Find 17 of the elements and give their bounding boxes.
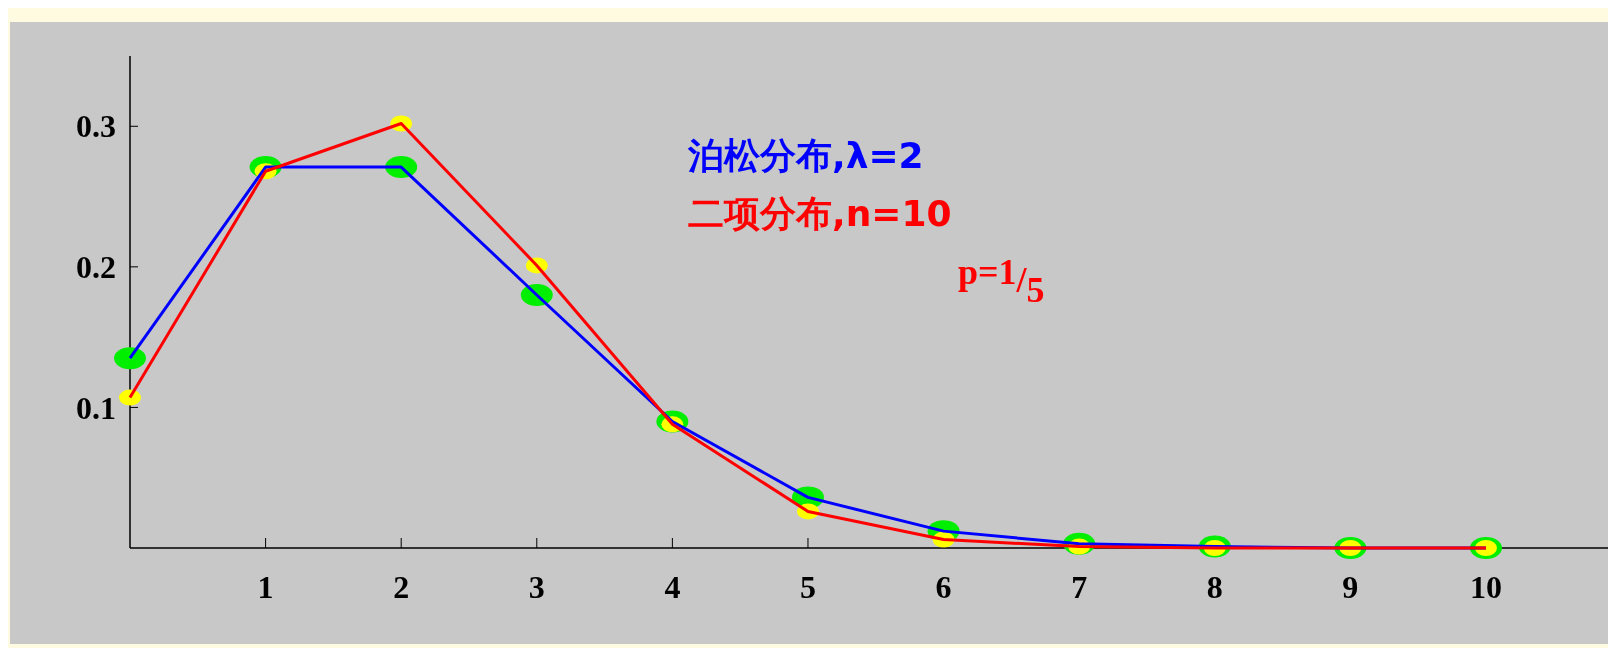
y-tick-label: 0.2 <box>76 249 116 286</box>
x-tick-label: 1 <box>257 569 274 605</box>
point <box>114 347 146 370</box>
x-tick-label: 4 <box>664 569 681 605</box>
y-tick-label: 0.1 <box>76 389 116 426</box>
text: 二项分布,n=10 <box>688 193 952 234</box>
x-tick-label: 5 <box>799 569 816 605</box>
annotation: p=1/5 <box>958 252 1045 310</box>
x-tick-label: 9 <box>1342 569 1359 605</box>
x-tick-label: 3 <box>528 569 545 605</box>
x-tick-label: 8 <box>1206 569 1223 605</box>
x-tick-label: 2 <box>393 569 410 605</box>
x-tick-label: 6 <box>935 569 952 605</box>
y-tick-label: 0.3 <box>76 108 116 145</box>
x-tick-label: 7 <box>1071 569 1088 605</box>
x-tick-label: 10 <box>1469 569 1502 605</box>
text: 泊松分布,λ=2 <box>687 135 924 176</box>
